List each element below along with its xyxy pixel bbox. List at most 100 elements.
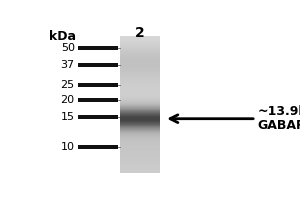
- Bar: [120, 96, 160, 97]
- Bar: [120, 142, 160, 143]
- Bar: [120, 143, 160, 144]
- Bar: [120, 52, 160, 53]
- Bar: [120, 75, 160, 76]
- Bar: [120, 65, 160, 66]
- Bar: [120, 137, 160, 138]
- Bar: [120, 131, 160, 132]
- Bar: [120, 92, 160, 93]
- Bar: [120, 139, 160, 140]
- Bar: [120, 90, 160, 91]
- Bar: [120, 126, 160, 127]
- Bar: [120, 151, 160, 152]
- Bar: [120, 160, 160, 161]
- Bar: [120, 38, 160, 39]
- Bar: [120, 150, 160, 151]
- Bar: [120, 132, 160, 133]
- Bar: [120, 130, 160, 131]
- Bar: [120, 171, 160, 172]
- Bar: [120, 154, 160, 155]
- Text: 25: 25: [61, 80, 75, 90]
- Bar: [120, 112, 160, 113]
- Text: 2: 2: [135, 26, 145, 40]
- Bar: [120, 93, 160, 94]
- Bar: [120, 65, 160, 66]
- Bar: [120, 154, 160, 155]
- Bar: [120, 62, 160, 63]
- Bar: [120, 167, 160, 168]
- Bar: [120, 84, 160, 85]
- Bar: [120, 110, 160, 111]
- Bar: [120, 163, 160, 164]
- Text: GABARAP: GABARAP: [257, 119, 300, 132]
- Bar: [120, 103, 160, 104]
- Bar: [120, 45, 160, 46]
- Bar: [120, 153, 160, 154]
- Bar: [120, 148, 160, 149]
- Bar: [120, 55, 160, 56]
- Bar: [120, 133, 160, 134]
- Bar: [120, 149, 160, 150]
- Bar: [120, 102, 160, 103]
- Bar: [120, 57, 160, 58]
- Bar: [120, 97, 160, 98]
- Bar: [120, 127, 160, 128]
- Bar: [120, 145, 160, 146]
- Bar: [120, 170, 160, 171]
- Bar: [120, 53, 160, 54]
- Bar: [120, 58, 160, 59]
- Bar: [120, 102, 160, 103]
- Bar: [120, 161, 160, 162]
- Bar: [120, 105, 160, 106]
- Bar: [120, 170, 160, 171]
- Bar: [120, 70, 160, 71]
- Bar: [120, 70, 160, 71]
- Bar: [120, 71, 160, 72]
- Bar: [120, 68, 160, 69]
- Text: 50: 50: [61, 43, 75, 53]
- Bar: [120, 141, 160, 142]
- Bar: [120, 107, 160, 108]
- Bar: [120, 121, 160, 122]
- Bar: [120, 118, 160, 119]
- Bar: [120, 63, 160, 64]
- Bar: [120, 85, 160, 86]
- Bar: [120, 113, 160, 114]
- Bar: [120, 128, 160, 129]
- Bar: [120, 133, 160, 134]
- Bar: [120, 98, 160, 99]
- Bar: [120, 111, 160, 112]
- Bar: [120, 43, 160, 44]
- Bar: [120, 115, 160, 116]
- Bar: [120, 120, 160, 121]
- Bar: [120, 168, 160, 169]
- Bar: [120, 139, 160, 140]
- Bar: [120, 63, 160, 64]
- Text: 15: 15: [61, 112, 75, 122]
- Bar: [120, 140, 160, 141]
- Bar: [120, 86, 160, 87]
- Bar: [120, 48, 160, 49]
- Bar: [120, 49, 160, 50]
- Bar: [120, 73, 160, 74]
- Bar: [120, 156, 160, 157]
- Text: ~13.9kDa: ~13.9kDa: [257, 105, 300, 118]
- Bar: [120, 79, 160, 80]
- Bar: [120, 111, 160, 112]
- Bar: [120, 117, 160, 118]
- Bar: [120, 118, 160, 119]
- Bar: [120, 89, 160, 90]
- Bar: [120, 85, 160, 86]
- Bar: [120, 80, 160, 81]
- Bar: [120, 90, 160, 91]
- Bar: [120, 56, 160, 57]
- Bar: [120, 69, 160, 70]
- Bar: [78, 46, 118, 50]
- Bar: [120, 169, 160, 170]
- Bar: [120, 44, 160, 45]
- Bar: [120, 122, 160, 123]
- Bar: [120, 68, 160, 69]
- Bar: [120, 53, 160, 54]
- Bar: [120, 101, 160, 102]
- Bar: [120, 72, 160, 73]
- Bar: [120, 96, 160, 97]
